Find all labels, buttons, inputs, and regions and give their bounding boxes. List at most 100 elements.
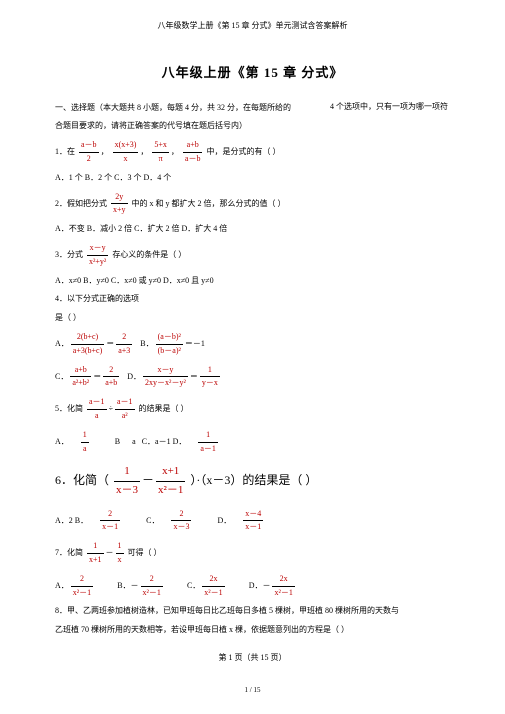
frac-den: (b－a)² xyxy=(156,345,183,358)
frac-num: 2 xyxy=(71,573,93,587)
q4-row2: C．a+ba²+b²＝2a+b D．x－y2xy－x²－y²＝1y－x xyxy=(55,364,450,391)
frac-den: x－3 xyxy=(114,482,140,500)
frac-num: 2 xyxy=(116,331,132,345)
frac-den: y－x xyxy=(200,377,220,390)
section-1b: 合题目要求的，请将正确答案的代号填在题后括号内） xyxy=(55,120,450,133)
frac-den: a²+b² xyxy=(70,377,91,390)
frac-num: 5+x xyxy=(152,139,169,153)
q2-prefix: 2．假如把分式 xyxy=(55,199,107,208)
doc-header: 八年级数学上册《第 15 章 分式》单元测试含答案解析 xyxy=(55,20,450,33)
frac-den: 2 xyxy=(79,153,99,166)
frac-num: 2x xyxy=(272,573,294,587)
question-3: 3．分式 x－yx²+y² 存心义的条件是（ ） xyxy=(55,242,450,269)
page-footer2: 1 / 15 xyxy=(55,685,450,696)
frac-num: 2y xyxy=(111,191,128,205)
q6-opt-c: C． xyxy=(146,516,159,525)
q1-prefix: 1．在 xyxy=(55,147,75,156)
frac-num: x+1 xyxy=(156,463,185,482)
frac-num: 1 xyxy=(200,364,220,378)
frac-den: x xyxy=(113,153,139,166)
frac-den: x xyxy=(116,554,124,567)
q7-prefix: 7．化简 xyxy=(55,548,83,557)
q2-options: A．不变 B．减小 2 倍 C．扩大 2 倍 D．扩大 4 倍 xyxy=(55,223,450,236)
q3-options: A．x≠0 B．y≠0 C．x≠0 或 y≠0 D．x≠0 且 y≠0 xyxy=(55,275,450,288)
frac-num: 1 xyxy=(81,429,89,443)
frac-den: x+1 xyxy=(87,554,104,567)
q5-opt-cd: C．a－1 D． xyxy=(142,437,187,446)
frac-num: 2x xyxy=(202,573,224,587)
frac-den: π xyxy=(152,153,169,166)
frac-num: a－b xyxy=(79,139,99,153)
question-8: 8．甲、乙两班参加植树造林，已知甲班每日比乙班每日多植 5 棵树，甲班植 80 … xyxy=(55,605,450,618)
question-5: 5．化简 a－1a÷a－1a² 的结果是（ ） xyxy=(55,396,450,423)
q6-options: A．2 B．2x－1 C．2x－3 D．x－4x－1 xyxy=(55,508,450,535)
q6-suffix: ）·（x－3）的结果是（ ） xyxy=(190,473,317,487)
frac-den: x²－1 xyxy=(156,482,185,500)
question-8b: 乙班植 70 棵树所用的天数相等，若设甲班每日植 x 棵，依据题意列出的方程是（… xyxy=(55,624,450,637)
q1-suffix: 中，是分式的有（ ） xyxy=(206,147,280,156)
question-1: 1．在 a－b2， x(x+3)x， 5+xπ， a+ba－b 中，是分式的有（… xyxy=(55,139,450,166)
frac-den: a+3 xyxy=(116,345,132,358)
frac-num: 2 xyxy=(100,508,120,522)
q7-options: A．2x²－1 B．－2x²－1 C．2xx²－1 D．－2xx²－1 xyxy=(55,573,450,600)
question-4b: 是（ ） xyxy=(55,312,450,325)
q3-prefix: 3．分式 xyxy=(55,250,83,259)
frac-num: 2 xyxy=(141,573,163,587)
frac-den: a－1 xyxy=(198,443,218,456)
frac-den: a－b xyxy=(183,153,203,166)
frac-num: a+b xyxy=(183,139,203,153)
frac-num: 2(b+c) xyxy=(71,331,104,345)
frac-num: x－4 xyxy=(243,508,263,522)
frac-den: x－3 xyxy=(171,521,191,534)
frac-num: a－1 xyxy=(87,396,107,410)
frac-den: x²－1 xyxy=(141,587,163,600)
q5-prefix: 5．化简 xyxy=(55,404,83,413)
sec1-text: 一、选择题（本大题共 8 小题，每题 4 分，共 32 分，在每题所给的 xyxy=(55,103,291,112)
frac-num: 1 xyxy=(116,540,124,554)
frac-num: a－1 xyxy=(115,396,135,410)
frac-num: (a－b)² xyxy=(156,331,183,345)
frac-den: x²+y² xyxy=(87,256,108,269)
frac-den: x+y xyxy=(111,204,128,217)
frac-den: x²－1 xyxy=(272,587,294,600)
chapter-title: 八年级上册《第 15 章 分式》 xyxy=(55,63,450,84)
frac-den: a+3(b+c) xyxy=(71,345,104,358)
q5-suffix: 的结果是（ ） xyxy=(139,404,189,413)
page-footer: 第 1 页（共 15 页） xyxy=(55,652,450,665)
frac-num: x－y xyxy=(87,242,108,256)
q3-suffix: 存心义的条件是（ ） xyxy=(112,250,186,259)
q4-row1: A．2(b+c)a+3(b+c)＝2a+3 B．(a－b)²(b－a)²＝－1 xyxy=(55,331,450,358)
section-1: 4 个选项中，只有一项为哪一项符 一、选择题（本大题共 8 小题，每题 4 分，… xyxy=(55,102,450,115)
frac-num: a+b xyxy=(70,364,91,378)
frac-den: a² xyxy=(115,410,135,423)
frac-den: a xyxy=(81,443,89,456)
frac-num: x－y xyxy=(143,364,188,378)
q6-opt-d: D． xyxy=(217,516,231,525)
frac-den: 2xy－x²－y² xyxy=(143,377,188,390)
frac-num: x(x+3) xyxy=(113,139,139,153)
q5-opt-b: B xyxy=(115,437,120,446)
frac-den: a+b xyxy=(103,377,119,390)
right-note: 4 个选项中，只有一项为哪一项符 xyxy=(330,102,450,112)
q6-opt-ab: A．2 B． xyxy=(55,516,88,525)
q6-prefix: 6．化简（ xyxy=(55,473,109,487)
frac-num: 2 xyxy=(103,364,119,378)
q1-options: A．1 个 B．2 个 C．3 个 D．4 个 xyxy=(55,172,450,185)
question-2: 2．假如把分式 2yx+y 中的 x 和 y 都扩大 2 倍，那么分式的值（ ） xyxy=(55,191,450,218)
frac-den: x²－1 xyxy=(71,587,93,600)
q5-options: A．1a B a C．a－1 D．1a－1 xyxy=(55,429,450,456)
frac-den: x²－1 xyxy=(202,587,224,600)
q7-suffix: 可得（ ） xyxy=(128,548,162,557)
question-6: 6．化简（ 1x－3－x+1x²－1 ）·（x－3）的结果是（ ） xyxy=(55,463,450,499)
frac-den: x－1 xyxy=(100,521,120,534)
frac-num: 1 xyxy=(198,429,218,443)
frac-num: 2 xyxy=(171,508,191,522)
frac-den: a xyxy=(87,410,107,423)
frac-den: x－1 xyxy=(243,521,263,534)
q5-opt-a: A． xyxy=(55,437,69,446)
q2-suffix: 中的 x 和 y 都扩大 2 倍，那么分式的值（ ） xyxy=(132,199,286,208)
frac-num: 1 xyxy=(87,540,104,554)
frac-num: 1 xyxy=(114,463,140,482)
question-7: 7．化简 1x+1－1x 可得（ ） xyxy=(55,540,450,567)
question-4: 4．以下分式正确的选项 xyxy=(55,293,450,306)
